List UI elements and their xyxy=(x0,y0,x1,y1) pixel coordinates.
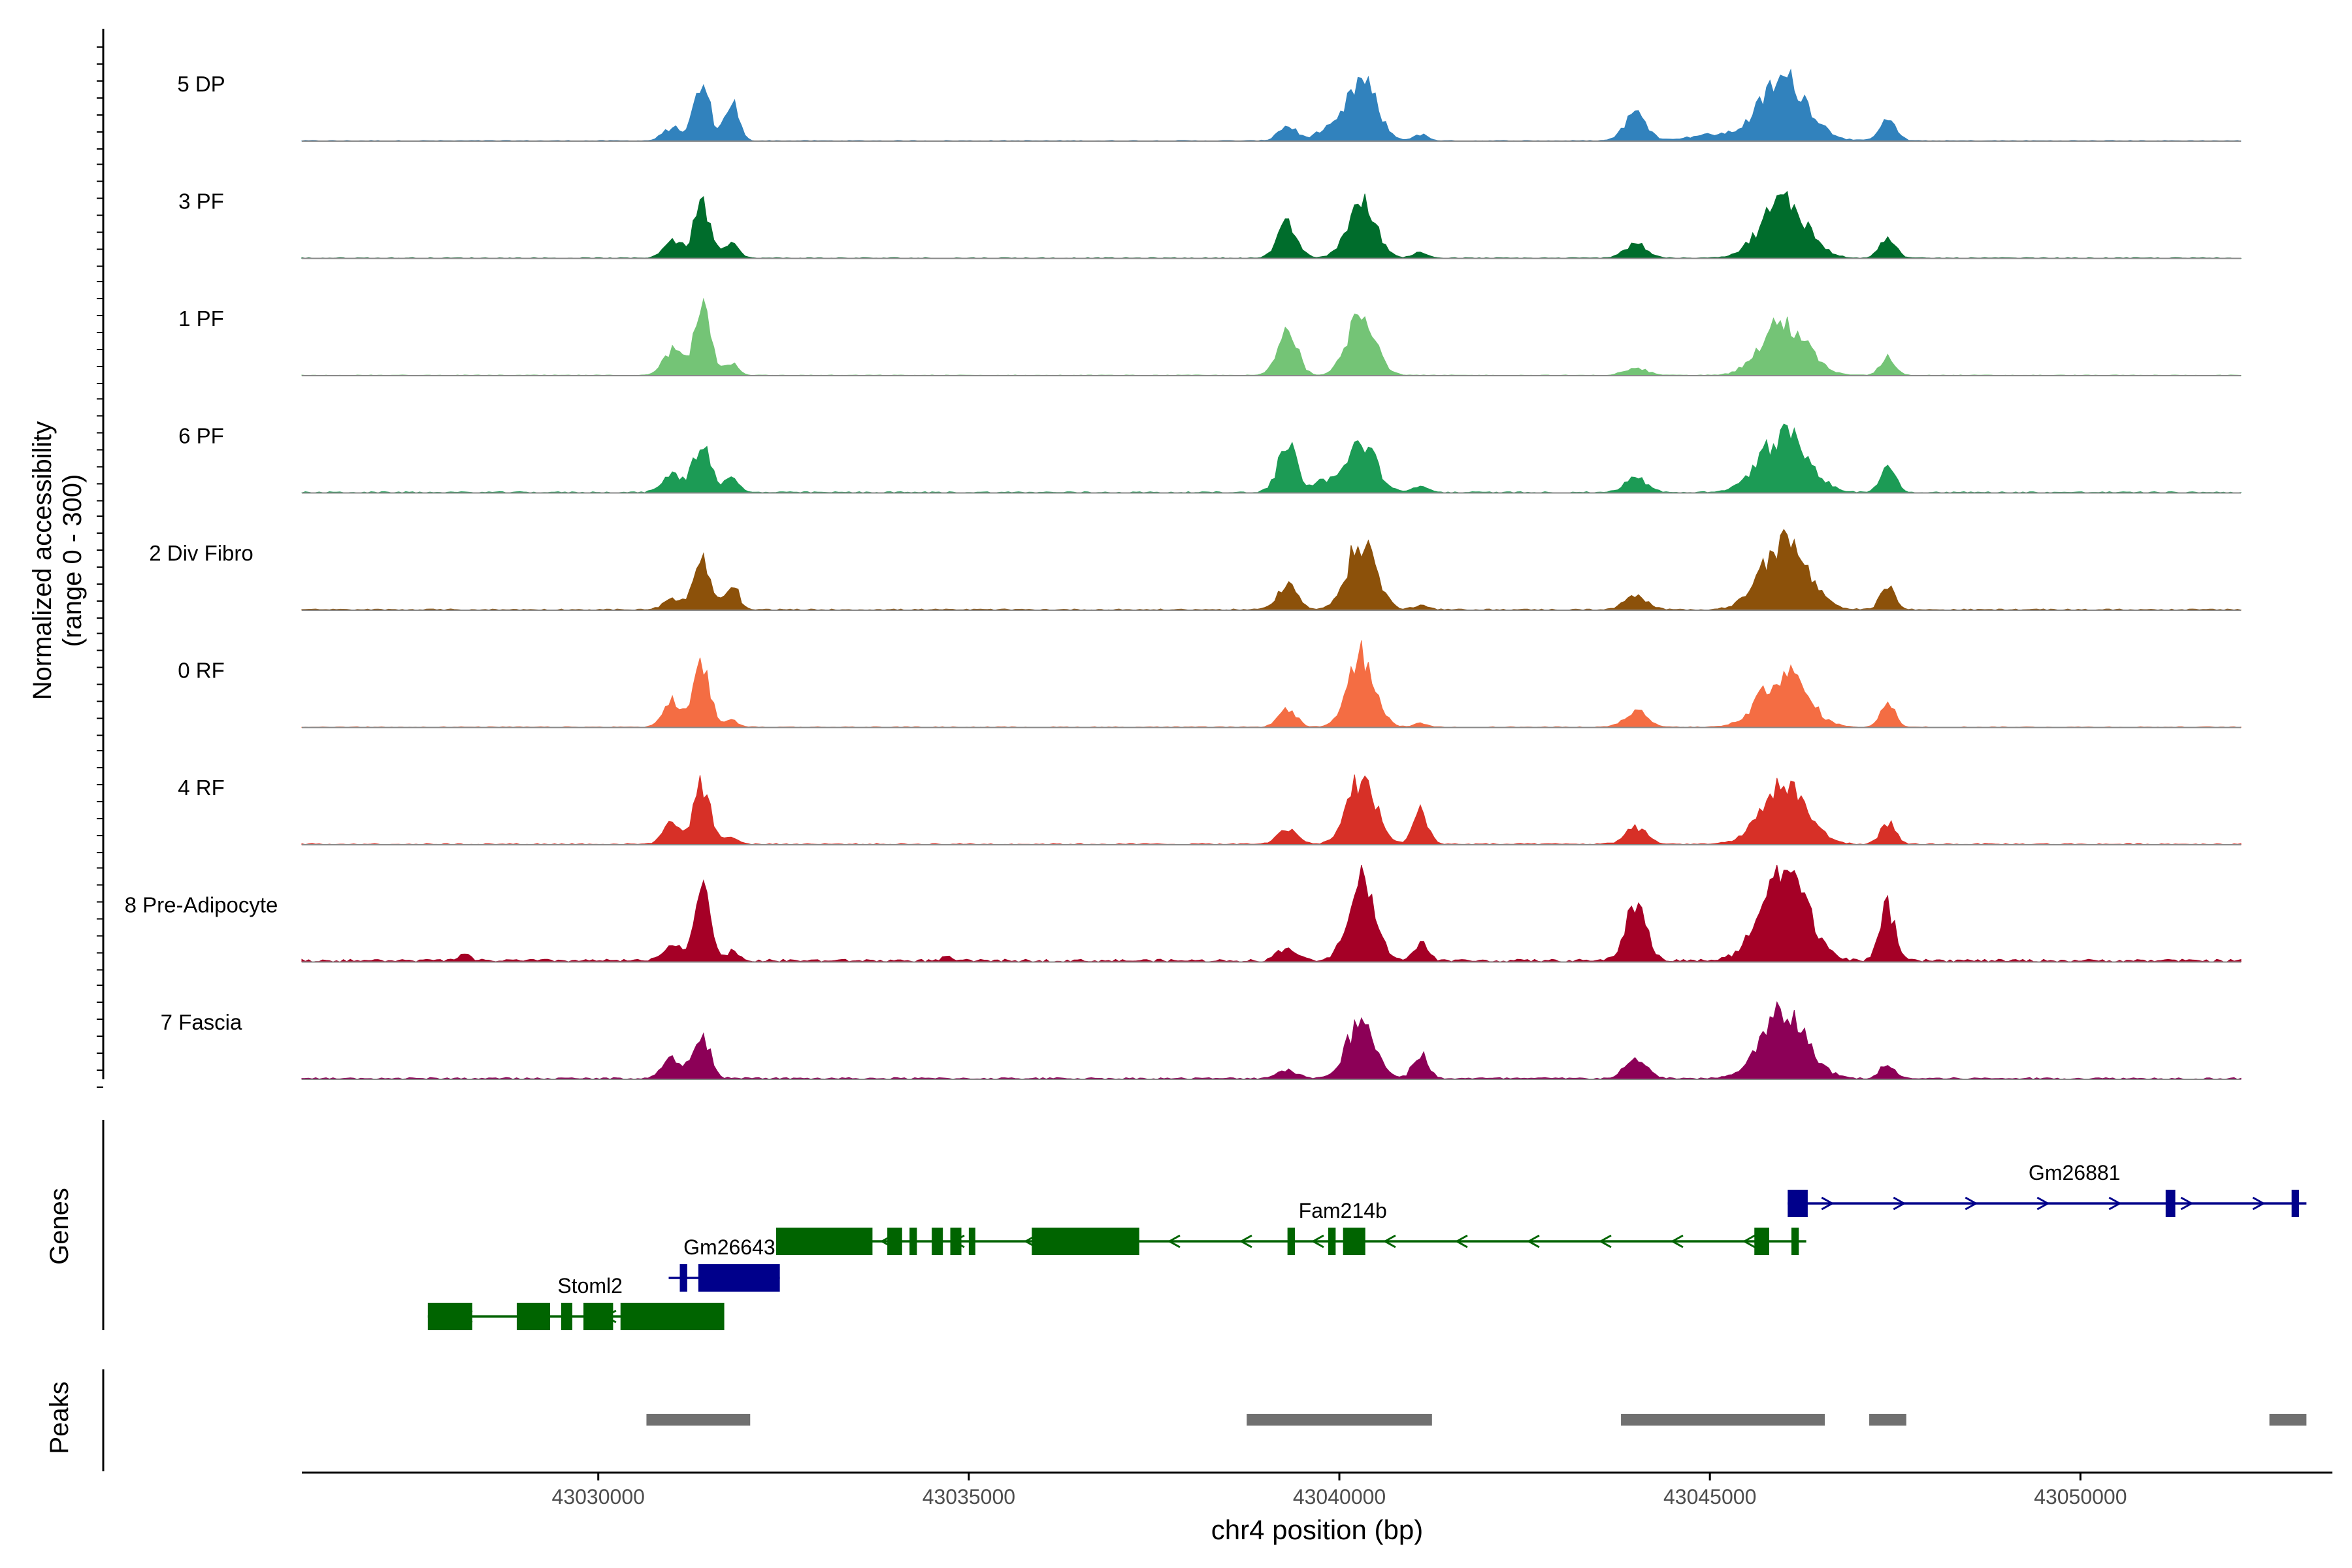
coverage-track: 0 RF xyxy=(178,640,2242,728)
coverage-track: 1 PF xyxy=(178,297,2242,376)
coverage-area xyxy=(301,864,2242,963)
exon-block xyxy=(1343,1228,1365,1255)
gene-label: Gm26881 xyxy=(2029,1161,2121,1184)
gene-model: Fam214b xyxy=(776,1199,1806,1255)
y-axis-title-line2: (range 0 - 300) xyxy=(58,474,87,647)
peak-region xyxy=(2269,1414,2307,1426)
track-label: 5 DP xyxy=(177,72,225,96)
y-axis-title-line1: Normalized accessibility xyxy=(28,421,57,700)
track-label: 7 Fascia xyxy=(161,1010,242,1034)
exon-block xyxy=(968,1228,975,1255)
coverage-area xyxy=(301,640,2242,728)
x-tick-label: 43045000 xyxy=(1663,1485,1756,1509)
coverage-area xyxy=(301,297,2242,376)
genes-axis-label: Genes xyxy=(45,1188,74,1265)
strand-arrow xyxy=(1454,1234,1468,1249)
gene-model: Gm26881 xyxy=(1788,1161,2307,1217)
exon-block xyxy=(583,1303,613,1330)
strand-arrow xyxy=(1598,1234,1612,1249)
x-tick-label: 43030000 xyxy=(552,1485,645,1509)
coverage-track: 5 DP xyxy=(177,68,2242,142)
exon-block xyxy=(1287,1228,1295,1255)
exon-block xyxy=(1788,1190,1808,1217)
peaks-axis-label: Peaks xyxy=(45,1381,74,1454)
track-label: 1 PF xyxy=(178,306,224,331)
x-tick-label: 43040000 xyxy=(1293,1485,1386,1509)
strand-arrow xyxy=(2108,1196,2122,1211)
strand-arrow xyxy=(1821,1196,1835,1211)
x-tick-label: 43050000 xyxy=(2034,1485,2127,1509)
gene-label: Stoml2 xyxy=(557,1274,623,1298)
coverage-area xyxy=(301,191,2242,259)
strand-arrow xyxy=(1311,1234,1324,1249)
coverage-area xyxy=(301,1001,2242,1080)
x-axis-title: chr4 position (bp) xyxy=(1211,1514,1424,1545)
exon-block xyxy=(620,1303,725,1330)
exon-block xyxy=(2165,1190,2176,1217)
track-label: 2 Div Fibro xyxy=(149,541,253,565)
exon-block xyxy=(1328,1228,1336,1255)
strand-arrow xyxy=(1893,1196,1906,1211)
coverage-area xyxy=(301,774,2242,845)
exon-block xyxy=(2291,1190,2299,1217)
exon-block xyxy=(950,1228,962,1255)
exon-block xyxy=(776,1228,873,1255)
x-axis: 43030000 43035000 43040000 43045000 43050000 xyxy=(302,1471,2332,1509)
track-label: 8 Pre-Adipocyte xyxy=(125,893,278,917)
track-label: 4 RF xyxy=(178,776,225,800)
track-label: 3 PF xyxy=(178,189,224,214)
peak-region xyxy=(1621,1414,1825,1426)
coverage-track: 8 Pre-Adipocyte xyxy=(125,864,2242,963)
exon-block xyxy=(1754,1228,1769,1255)
strand-arrow xyxy=(1670,1234,1684,1249)
peak-region xyxy=(1247,1414,1432,1426)
coverage-track: 3 PF xyxy=(178,189,2242,259)
strand-arrow xyxy=(1239,1234,1252,1249)
exon-block xyxy=(932,1228,943,1255)
gene-label: Fam214b xyxy=(1299,1199,1387,1222)
track-label: 6 PF xyxy=(178,424,224,448)
exon-block xyxy=(561,1303,573,1330)
strand-arrow xyxy=(2252,1196,2266,1211)
peak-track xyxy=(102,1369,2307,1471)
exon-block xyxy=(427,1303,472,1330)
strand-arrow xyxy=(1526,1234,1540,1249)
coverage-track: 7 Fascia xyxy=(161,1001,2242,1080)
exon-block xyxy=(679,1264,687,1292)
gene-label: Gm26643 xyxy=(683,1235,776,1259)
strand-arrow xyxy=(2036,1196,2050,1211)
exon-block xyxy=(887,1228,902,1255)
exon-block xyxy=(1791,1228,1799,1255)
strand-arrow xyxy=(2180,1196,2194,1211)
peak-region xyxy=(646,1414,751,1426)
exon-block xyxy=(909,1228,917,1255)
strand-arrow xyxy=(1382,1234,1396,1249)
coverage-area xyxy=(301,423,2242,494)
strand-arrow xyxy=(1167,1234,1181,1249)
exon-block xyxy=(698,1264,780,1292)
track-label: 0 RF xyxy=(178,659,225,683)
coverage-area xyxy=(301,68,2242,142)
peak-region xyxy=(1869,1414,1906,1426)
strand-arrow xyxy=(1742,1234,1756,1249)
gene-model: Gm26643 xyxy=(668,1235,780,1292)
coverage-track: 6 PF xyxy=(178,423,2242,494)
exon-block xyxy=(516,1303,550,1330)
coverage-tracks: 5 DP 3 PF 1 PF 6 PF 2 Div Fibro 0 RF 4 RF 8 Pre… xyxy=(97,29,2242,1088)
gene-model: Stoml2 xyxy=(427,1274,725,1330)
coverage-track: 4 RF xyxy=(178,774,2242,845)
exon-block xyxy=(1032,1228,1139,1255)
strand-arrow xyxy=(1965,1196,1978,1211)
coverage-area xyxy=(301,529,2242,611)
coverage-track: 2 Div Fibro xyxy=(149,529,2242,611)
x-tick-label: 43035000 xyxy=(923,1485,1015,1509)
gene-track: Gm26881 Fam214b Gm26643 Stoml2 xyxy=(102,1120,2307,1330)
